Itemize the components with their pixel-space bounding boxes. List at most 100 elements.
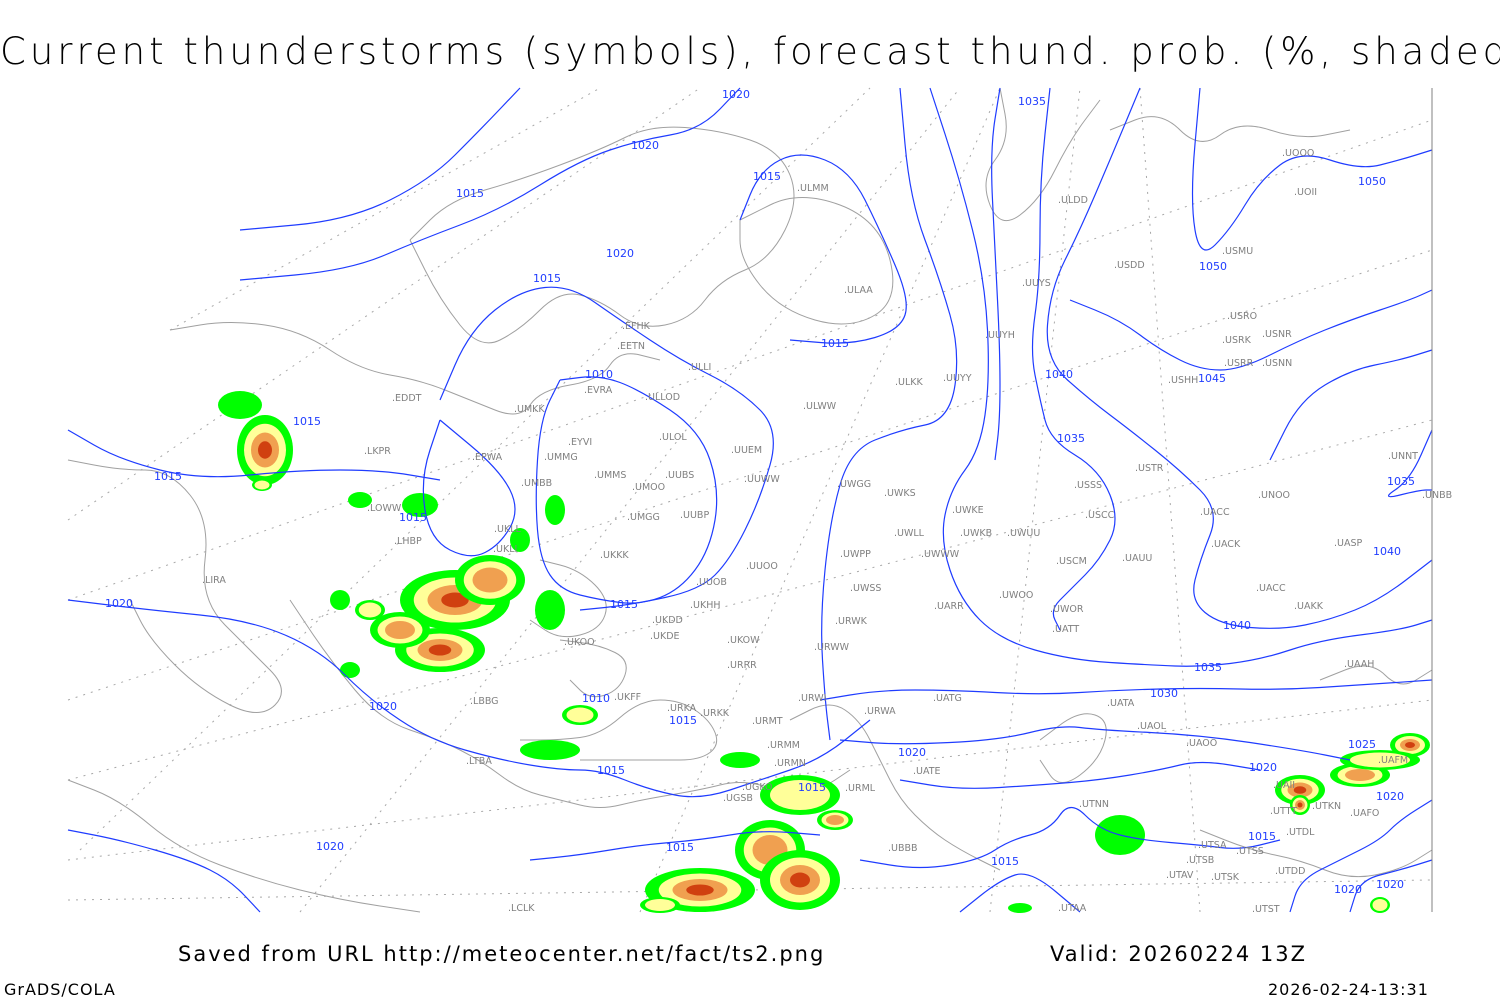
probability-area (1372, 899, 1388, 911)
coastline (559, 639, 627, 698)
station-label: .UMMG (544, 452, 578, 463)
station-label: .UUYY (943, 373, 972, 384)
station-label: .URWK (835, 616, 868, 627)
probability-area (258, 441, 272, 459)
station-label: .UAFO (1350, 808, 1379, 819)
station-labels: .EDDT .LKPR .LOWW .LHBP .LIRA .LBBG .LTBA .EPWA… (202, 148, 1452, 915)
probability-area (1345, 769, 1375, 781)
software-credit: GrADS/COLA (4, 980, 116, 999)
station-label: .USRK (1222, 335, 1252, 346)
station-label: .UTTT (1270, 806, 1297, 817)
station-label: .UTDD (1275, 866, 1305, 877)
station-label: .URKK (700, 708, 730, 719)
isobar-line (67, 429, 441, 481)
probability-area (826, 815, 844, 825)
probability-area (330, 590, 350, 610)
isobar-line (1069, 289, 1433, 371)
station-label: .LHBP (394, 536, 422, 547)
station-label: .UWWW (921, 549, 960, 560)
graticule-line (989, 87, 1081, 913)
isobar-labels: 1015 1020 1015 1015 1020 1015 1015 1010 1020 1020… (105, 88, 1415, 896)
probability-area (545, 495, 565, 525)
probability-area (686, 884, 714, 896)
station-label: .UWGG (837, 479, 871, 490)
isobar-label: 1020 (1334, 883, 1362, 896)
station-label: .UTSA (1198, 840, 1227, 851)
station-label: .LKPR (364, 446, 391, 457)
station-label: .USDD (1114, 260, 1145, 271)
probability-area (348, 492, 372, 508)
station-label: .URWI (798, 693, 826, 704)
station-label: .UMOO (632, 482, 665, 493)
isobar-line (859, 806, 1281, 869)
graticule-line (67, 419, 1433, 781)
station-label: .ULKK (895, 377, 923, 388)
station-label: .LIRA (202, 575, 226, 586)
isobar-label: 1020 (722, 88, 750, 101)
isobar-label: 1035 (1387, 475, 1415, 488)
isobar-line (67, 599, 871, 798)
station-label: .UWLL (894, 528, 925, 539)
graticule-line (1139, 87, 1201, 913)
station-label: .USRR (1224, 358, 1254, 369)
isobar-line (1349, 859, 1433, 913)
station-label: .UUOO (746, 561, 778, 572)
isobar-label: 1015 (669, 714, 697, 727)
station-label: .UUYH (985, 330, 1015, 341)
station-label: .USTR (1135, 463, 1164, 474)
isobars (67, 87, 1433, 913)
isobar-label: 1015 (597, 764, 625, 777)
isobar-line (819, 679, 1433, 701)
station-label: .UBBB (888, 843, 918, 854)
station-label: .UOOO (1282, 148, 1314, 159)
isobar-label: 1030 (1150, 687, 1178, 700)
station-label: .UWOR (1050, 604, 1084, 615)
isobar-line (239, 87, 741, 281)
station-label: .UACK (1211, 539, 1241, 550)
coastline (1039, 713, 1107, 783)
station-label: .UACC (1200, 507, 1230, 518)
coastline (739, 197, 894, 325)
station-label: .UUBP (680, 510, 709, 521)
station-label: .URML (845, 783, 876, 794)
station-label: .LTBA (466, 756, 492, 767)
probability-area (770, 780, 830, 810)
station-label: .UOII (1294, 187, 1317, 198)
probability-area (720, 752, 760, 768)
station-label: .UATE (913, 766, 941, 777)
station-label: .UMBB (521, 478, 552, 489)
probability-area (428, 644, 452, 656)
station-label: .URMN (774, 758, 806, 769)
station-label: .EYVI (568, 437, 592, 448)
coastline (1319, 665, 1433, 685)
isobar-label: 1050 (1358, 175, 1386, 188)
station-label: .EVRA (584, 385, 613, 396)
graticule (67, 87, 1433, 913)
station-label: .UWKB (960, 528, 992, 539)
isobar-line (991, 87, 1001, 461)
graticule-line (67, 119, 1433, 601)
station-label: .UASP (1334, 538, 1363, 549)
isobar-line (529, 831, 821, 861)
station-label: .ULMM (797, 183, 829, 194)
station-label: .UMGG (627, 512, 660, 523)
graticule-line (67, 879, 1433, 901)
probability-area (510, 528, 530, 552)
isobar-label: 1015 (610, 598, 638, 611)
probability-area (472, 567, 508, 593)
isobar-label: 1020 (105, 597, 133, 610)
probability-area (520, 740, 580, 760)
isobar-label: 1045 (1198, 372, 1226, 385)
station-label: .UAKK (1294, 601, 1324, 612)
station-label: .UUYS (1022, 278, 1051, 289)
coastline (519, 699, 718, 761)
station-label: .UTSK (1211, 872, 1240, 883)
isobar-label: 1015 (666, 841, 694, 854)
isobar-line (739, 154, 907, 344)
isobar-line (929, 87, 1433, 667)
generation-timestamp: 2026-02-24-13:31 (1268, 980, 1429, 999)
station-label: .USNN (1262, 358, 1292, 369)
isobar-label: 1015 (399, 511, 427, 524)
station-label: .ULLOD (645, 392, 680, 403)
